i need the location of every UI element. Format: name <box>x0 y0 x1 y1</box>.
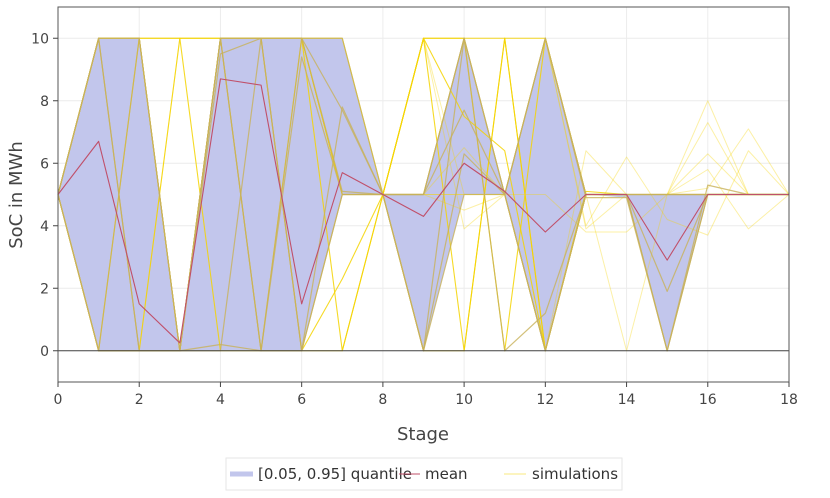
x-tick-label: 4 <box>216 392 225 408</box>
y-tick-label: 8 <box>40 94 49 110</box>
y-tick-labels: 0 2 4 6 8 10 <box>31 31 49 360</box>
simulation-line-10 <box>57 37 789 196</box>
x-tick-label: 16 <box>699 392 717 408</box>
mean-line <box>57 78 789 344</box>
axes <box>53 6 790 387</box>
mean-line-layer <box>57 78 789 344</box>
legend-label-quantile: [0.05, 0.95] quantile <box>258 465 412 483</box>
y-tick-label: 6 <box>40 156 49 172</box>
y-tick-label: 10 <box>31 31 49 47</box>
x-tick-labels: 0 2 4 6 8 10 12 14 16 18 <box>54 392 798 408</box>
legend-label-simulations: simulations <box>532 465 618 483</box>
x-tick-label: 0 <box>54 392 63 408</box>
y-tick-label: 2 <box>40 281 49 297</box>
x-tick-label: 18 <box>780 392 798 408</box>
y-axis-label: SoC in MWh <box>6 141 27 249</box>
x-tick-label: 2 <box>135 392 144 408</box>
x-tick-label: 14 <box>618 392 636 408</box>
x-axis-label: Stage <box>397 424 449 445</box>
y-tick-label: 4 <box>40 219 49 235</box>
legend-label-mean: mean <box>425 465 468 483</box>
legend: [0.05, 0.95] quantile mean simulations <box>225 457 623 491</box>
x-tick-label: 12 <box>536 392 554 408</box>
x-tick-label: 10 <box>455 392 473 408</box>
x-tick-label: 6 <box>297 392 306 408</box>
plot-border <box>57 6 790 383</box>
x-tick-label: 8 <box>378 392 387 408</box>
y-tick-label: 0 <box>40 344 49 360</box>
